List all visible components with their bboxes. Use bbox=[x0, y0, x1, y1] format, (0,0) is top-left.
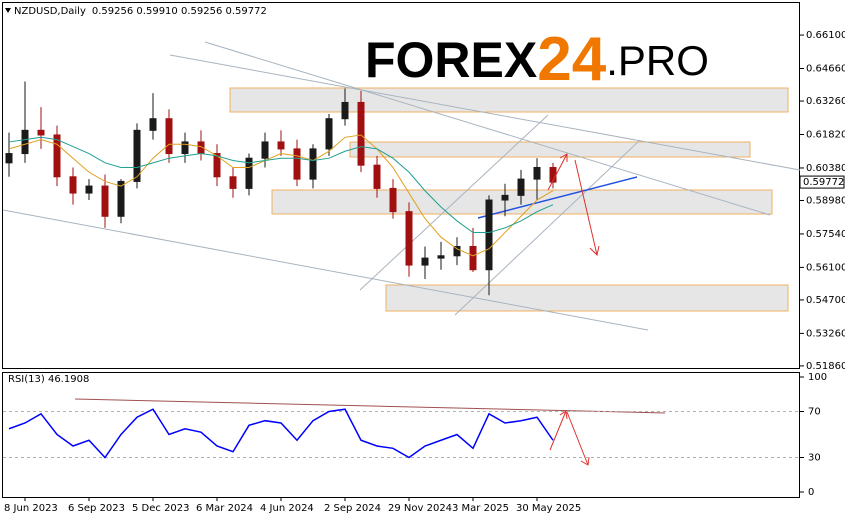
candle-body bbox=[405, 211, 413, 266]
x-tick-label: 30 May 2025 bbox=[516, 503, 581, 514]
candle-body bbox=[421, 257, 429, 266]
chart-title: NZDUSD,Daily 0.59256 0.59910 0.59256 0.59… bbox=[14, 6, 267, 17]
symbol: NZDUSD,Daily bbox=[14, 6, 86, 17]
rsi-panel bbox=[2, 372, 800, 498]
candle-body bbox=[229, 176, 237, 189]
candle-body bbox=[213, 153, 221, 178]
candle-body bbox=[117, 180, 125, 217]
candle-body bbox=[245, 157, 253, 189]
candle-body bbox=[21, 129, 29, 155]
zone bbox=[229, 87, 789, 113]
ohlc-header: 0.59256 0.59910 0.59256 0.59772 bbox=[92, 6, 267, 17]
y-tick-label: 0.57540 bbox=[806, 229, 845, 240]
x-tick-label: 2 Sep 2024 bbox=[324, 503, 381, 514]
candles bbox=[5, 81, 557, 296]
y-tick-label: 0.66100 bbox=[806, 30, 845, 41]
y-tick-label: 0.51860 bbox=[806, 361, 845, 372]
y-tick-label: 0.56100 bbox=[806, 262, 845, 273]
candle-body bbox=[437, 255, 445, 259]
rsi-trend-line bbox=[74, 398, 666, 414]
moving-average bbox=[8, 136, 554, 234]
watermark-suffix: .PRO bbox=[606, 37, 709, 84]
candle-body bbox=[69, 176, 77, 194]
x-tick-label: 6 Mar 2024 bbox=[196, 503, 253, 514]
candle-body bbox=[533, 166, 541, 180]
candle-body bbox=[485, 199, 493, 271]
watermark-accent: 24 bbox=[537, 25, 606, 94]
x-tick-label: 3 Mar 2025 bbox=[452, 503, 509, 514]
watermark-text: FOREX24.PRO bbox=[365, 25, 709, 94]
y-tick-label: 0.64660 bbox=[806, 64, 845, 75]
candle-body bbox=[5, 153, 13, 164]
rsi-tick-label: 100 bbox=[808, 372, 827, 383]
arrow bbox=[566, 411, 590, 466]
price-tag bbox=[799, 175, 845, 189]
rsi-tick-label: 70 bbox=[808, 407, 821, 418]
candle-body bbox=[85, 185, 93, 194]
watermark: FOREX24.PRO bbox=[365, 25, 709, 94]
candle-body bbox=[517, 178, 525, 196]
x-tick-label: 4 Jun 2024 bbox=[260, 503, 314, 514]
arrows bbox=[74, 153, 666, 466]
rsi-line bbox=[8, 408, 554, 459]
y-tick-label: 0.58980 bbox=[806, 195, 845, 206]
candle-body bbox=[101, 185, 109, 217]
candle-body bbox=[277, 141, 285, 150]
candle-body bbox=[469, 245, 477, 271]
y-tick-label: 0.60380 bbox=[806, 163, 845, 174]
y-tick-label: 0.54700 bbox=[806, 295, 845, 306]
price-tag-label: 0.59772 bbox=[803, 177, 844, 188]
arrow bbox=[547, 153, 568, 191]
y-tick-label: 0.61820 bbox=[806, 130, 845, 141]
trend-line bbox=[359, 114, 549, 291]
trend-line bbox=[169, 54, 801, 171]
rsi-tick-label: 30 bbox=[808, 453, 821, 464]
rsi-tick-label: 0 bbox=[808, 487, 814, 498]
candle-body bbox=[501, 194, 509, 201]
candle-body bbox=[165, 118, 173, 155]
x-tick-label: 29 Nov 2024 bbox=[388, 503, 452, 514]
candle-body bbox=[149, 118, 157, 131]
candle-body bbox=[133, 129, 141, 182]
arrow bbox=[574, 159, 600, 256]
x-tick-label: 8 Jun 2023 bbox=[4, 503, 58, 514]
watermark-main: FOREX bbox=[365, 32, 537, 88]
arrow bbox=[549, 410, 568, 451]
candle-body bbox=[389, 187, 397, 213]
trend-line bbox=[454, 139, 641, 316]
zones bbox=[229, 87, 789, 312]
y-tick-label: 0.63260 bbox=[806, 96, 845, 107]
x-tick-label: 6 Sep 2023 bbox=[68, 503, 125, 514]
candle-body bbox=[37, 129, 45, 136]
candle-body bbox=[261, 141, 269, 159]
candle-body bbox=[341, 101, 349, 120]
candle-body bbox=[53, 134, 61, 178]
moving-average bbox=[8, 134, 554, 257]
candle-body bbox=[357, 101, 365, 166]
x-tick-label: 5 Dec 2023 bbox=[132, 503, 190, 514]
candle-body bbox=[325, 118, 333, 150]
rsi-title: RSI(13) 46.1908 bbox=[8, 374, 89, 385]
y-tick-label: 0.53260 bbox=[806, 328, 845, 339]
candle-body bbox=[309, 148, 317, 180]
zone bbox=[385, 284, 789, 312]
trend-line bbox=[204, 41, 771, 216]
collapse-icon[interactable] bbox=[5, 8, 11, 13]
candle-body bbox=[293, 148, 301, 180]
candle-body bbox=[181, 141, 189, 155]
trend-line bbox=[2, 209, 649, 331]
candle-body bbox=[373, 164, 381, 189]
candle-body bbox=[453, 245, 461, 257]
